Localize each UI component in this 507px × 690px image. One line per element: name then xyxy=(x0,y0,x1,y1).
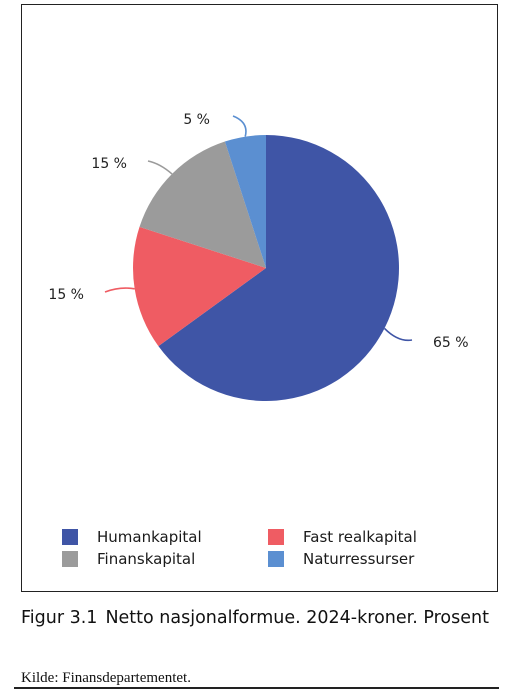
legend-item-humankapital: Humankapital xyxy=(62,527,268,547)
legend: Humankapital Fast realkapital Finanskapi… xyxy=(62,527,462,569)
legend-label: Fast realkapital xyxy=(303,528,417,546)
figure-caption: Figur 3.1 Netto nasjonalformue. 2024-kron… xyxy=(21,606,491,631)
pie-slice-finanskapital xyxy=(139,141,266,268)
slice-value-label: 15 % xyxy=(48,287,84,303)
pie-slice-fast-realkapital xyxy=(133,226,266,347)
legend-label: Humankapital xyxy=(97,528,202,546)
leader-line xyxy=(147,160,173,175)
leader-line xyxy=(104,287,135,293)
bottom-rule xyxy=(14,687,499,689)
leader-line xyxy=(383,327,413,342)
chart-frame xyxy=(21,4,498,592)
slice-value-label: 5 % xyxy=(183,112,210,128)
pie-chart: 65 % 15 % 15 % 5 % xyxy=(48,112,469,402)
legend-swatch xyxy=(268,529,284,545)
legend-swatch xyxy=(62,551,78,567)
legend-item-fast-realkapital: Fast realkapital xyxy=(268,527,462,547)
figure-title: Netto nasjonalformue. 2024-kroner. Prose… xyxy=(105,608,489,628)
legend-label: Naturressurser xyxy=(303,550,415,568)
pie-slice-naturressurser xyxy=(224,135,266,268)
slice-value-label: 15 % xyxy=(91,156,127,172)
slice-value-label: 65 % xyxy=(433,335,469,351)
legend-label: Finanskapital xyxy=(97,550,196,568)
legend-swatch xyxy=(62,529,78,545)
leader-line xyxy=(232,115,247,137)
legend-swatch xyxy=(268,551,284,567)
source-note: Kilde: Finansdepartementet. xyxy=(21,670,191,686)
legend-item-finanskapital: Finanskapital xyxy=(62,549,268,569)
pie-slice-humankapital xyxy=(158,135,400,402)
figure-number: Figur 3.1 xyxy=(21,608,98,628)
legend-item-naturressurser: Naturressurser xyxy=(268,549,462,569)
